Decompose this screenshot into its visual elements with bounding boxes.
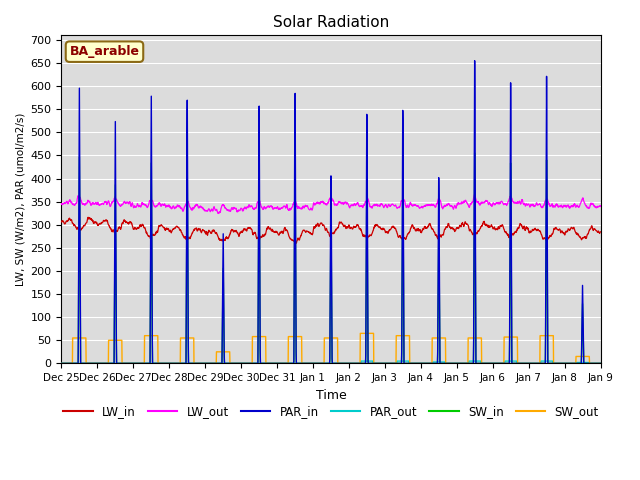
LW_out [596, 203, 604, 209]
Title: Solar Radiation: Solar Radiation [273, 15, 389, 30]
LW_out [550, 203, 557, 209]
SW_in [471, 150, 479, 156]
PAR_out [346, 360, 354, 366]
SW_in [358, 360, 366, 366]
LW_in [208, 228, 216, 234]
LW_in [488, 224, 496, 229]
PAR_out [358, 358, 366, 364]
SW_in [346, 360, 354, 366]
PAR_out [357, 358, 365, 364]
SW_in [488, 360, 495, 366]
LW_out [470, 192, 478, 198]
SW_out [346, 360, 354, 366]
Line: SW_out: SW_out [61, 333, 600, 363]
LW_in [292, 240, 300, 246]
PAR_in [564, 360, 572, 366]
LW_in [596, 229, 604, 235]
LW_in [58, 219, 65, 225]
LW_out [347, 203, 355, 209]
PAR_out [564, 360, 572, 366]
SW_in [564, 360, 572, 366]
LW_in [564, 226, 572, 232]
LW_in [550, 228, 557, 234]
PAR_in [358, 360, 366, 366]
PAR_in [58, 360, 65, 366]
LW_in [358, 231, 366, 237]
LW_in [347, 225, 355, 230]
SW_in [58, 360, 65, 366]
Text: BA_arable: BA_arable [70, 45, 140, 58]
Line: LW_out: LW_out [61, 195, 600, 214]
SW_out [488, 360, 495, 366]
PAR_in [596, 360, 604, 366]
Y-axis label: LW, SW (W/m2), PAR (umol/m2/s): LW, SW (W/m2), PAR (umol/m2/s) [15, 113, 25, 286]
SW_in [549, 360, 557, 366]
LW_out [488, 204, 496, 209]
LW_out [58, 201, 65, 206]
SW_out [58, 360, 65, 366]
LW_out [564, 202, 572, 208]
SW_in [596, 360, 604, 366]
PAR_out [208, 360, 216, 366]
Line: SW_in: SW_in [61, 153, 600, 363]
Line: LW_in: LW_in [61, 217, 600, 243]
Line: PAR_in: PAR_in [61, 61, 600, 363]
PAR_in [549, 360, 557, 366]
LW_out [208, 206, 216, 212]
LW_out [358, 204, 366, 209]
SW_out [358, 330, 366, 336]
Line: PAR_out: PAR_out [61, 361, 600, 363]
SW_in [208, 360, 216, 366]
PAR_in [471, 58, 479, 64]
LW_out [214, 211, 222, 216]
PAR_out [596, 360, 604, 366]
SW_out [549, 333, 557, 338]
Legend: LW_in, LW_out, PAR_in, PAR_out, SW_in, SW_out: LW_in, LW_out, PAR_in, PAR_out, SW_in, S… [58, 401, 604, 423]
PAR_in [488, 360, 495, 366]
PAR_in [346, 360, 354, 366]
PAR_out [488, 360, 495, 366]
PAR_in [208, 360, 216, 366]
SW_out [596, 360, 604, 366]
LW_in [84, 215, 92, 220]
X-axis label: Time: Time [316, 389, 346, 402]
PAR_out [549, 360, 557, 366]
SW_out [208, 360, 216, 366]
SW_out [356, 330, 364, 336]
SW_out [564, 360, 572, 366]
PAR_out [58, 360, 65, 366]
